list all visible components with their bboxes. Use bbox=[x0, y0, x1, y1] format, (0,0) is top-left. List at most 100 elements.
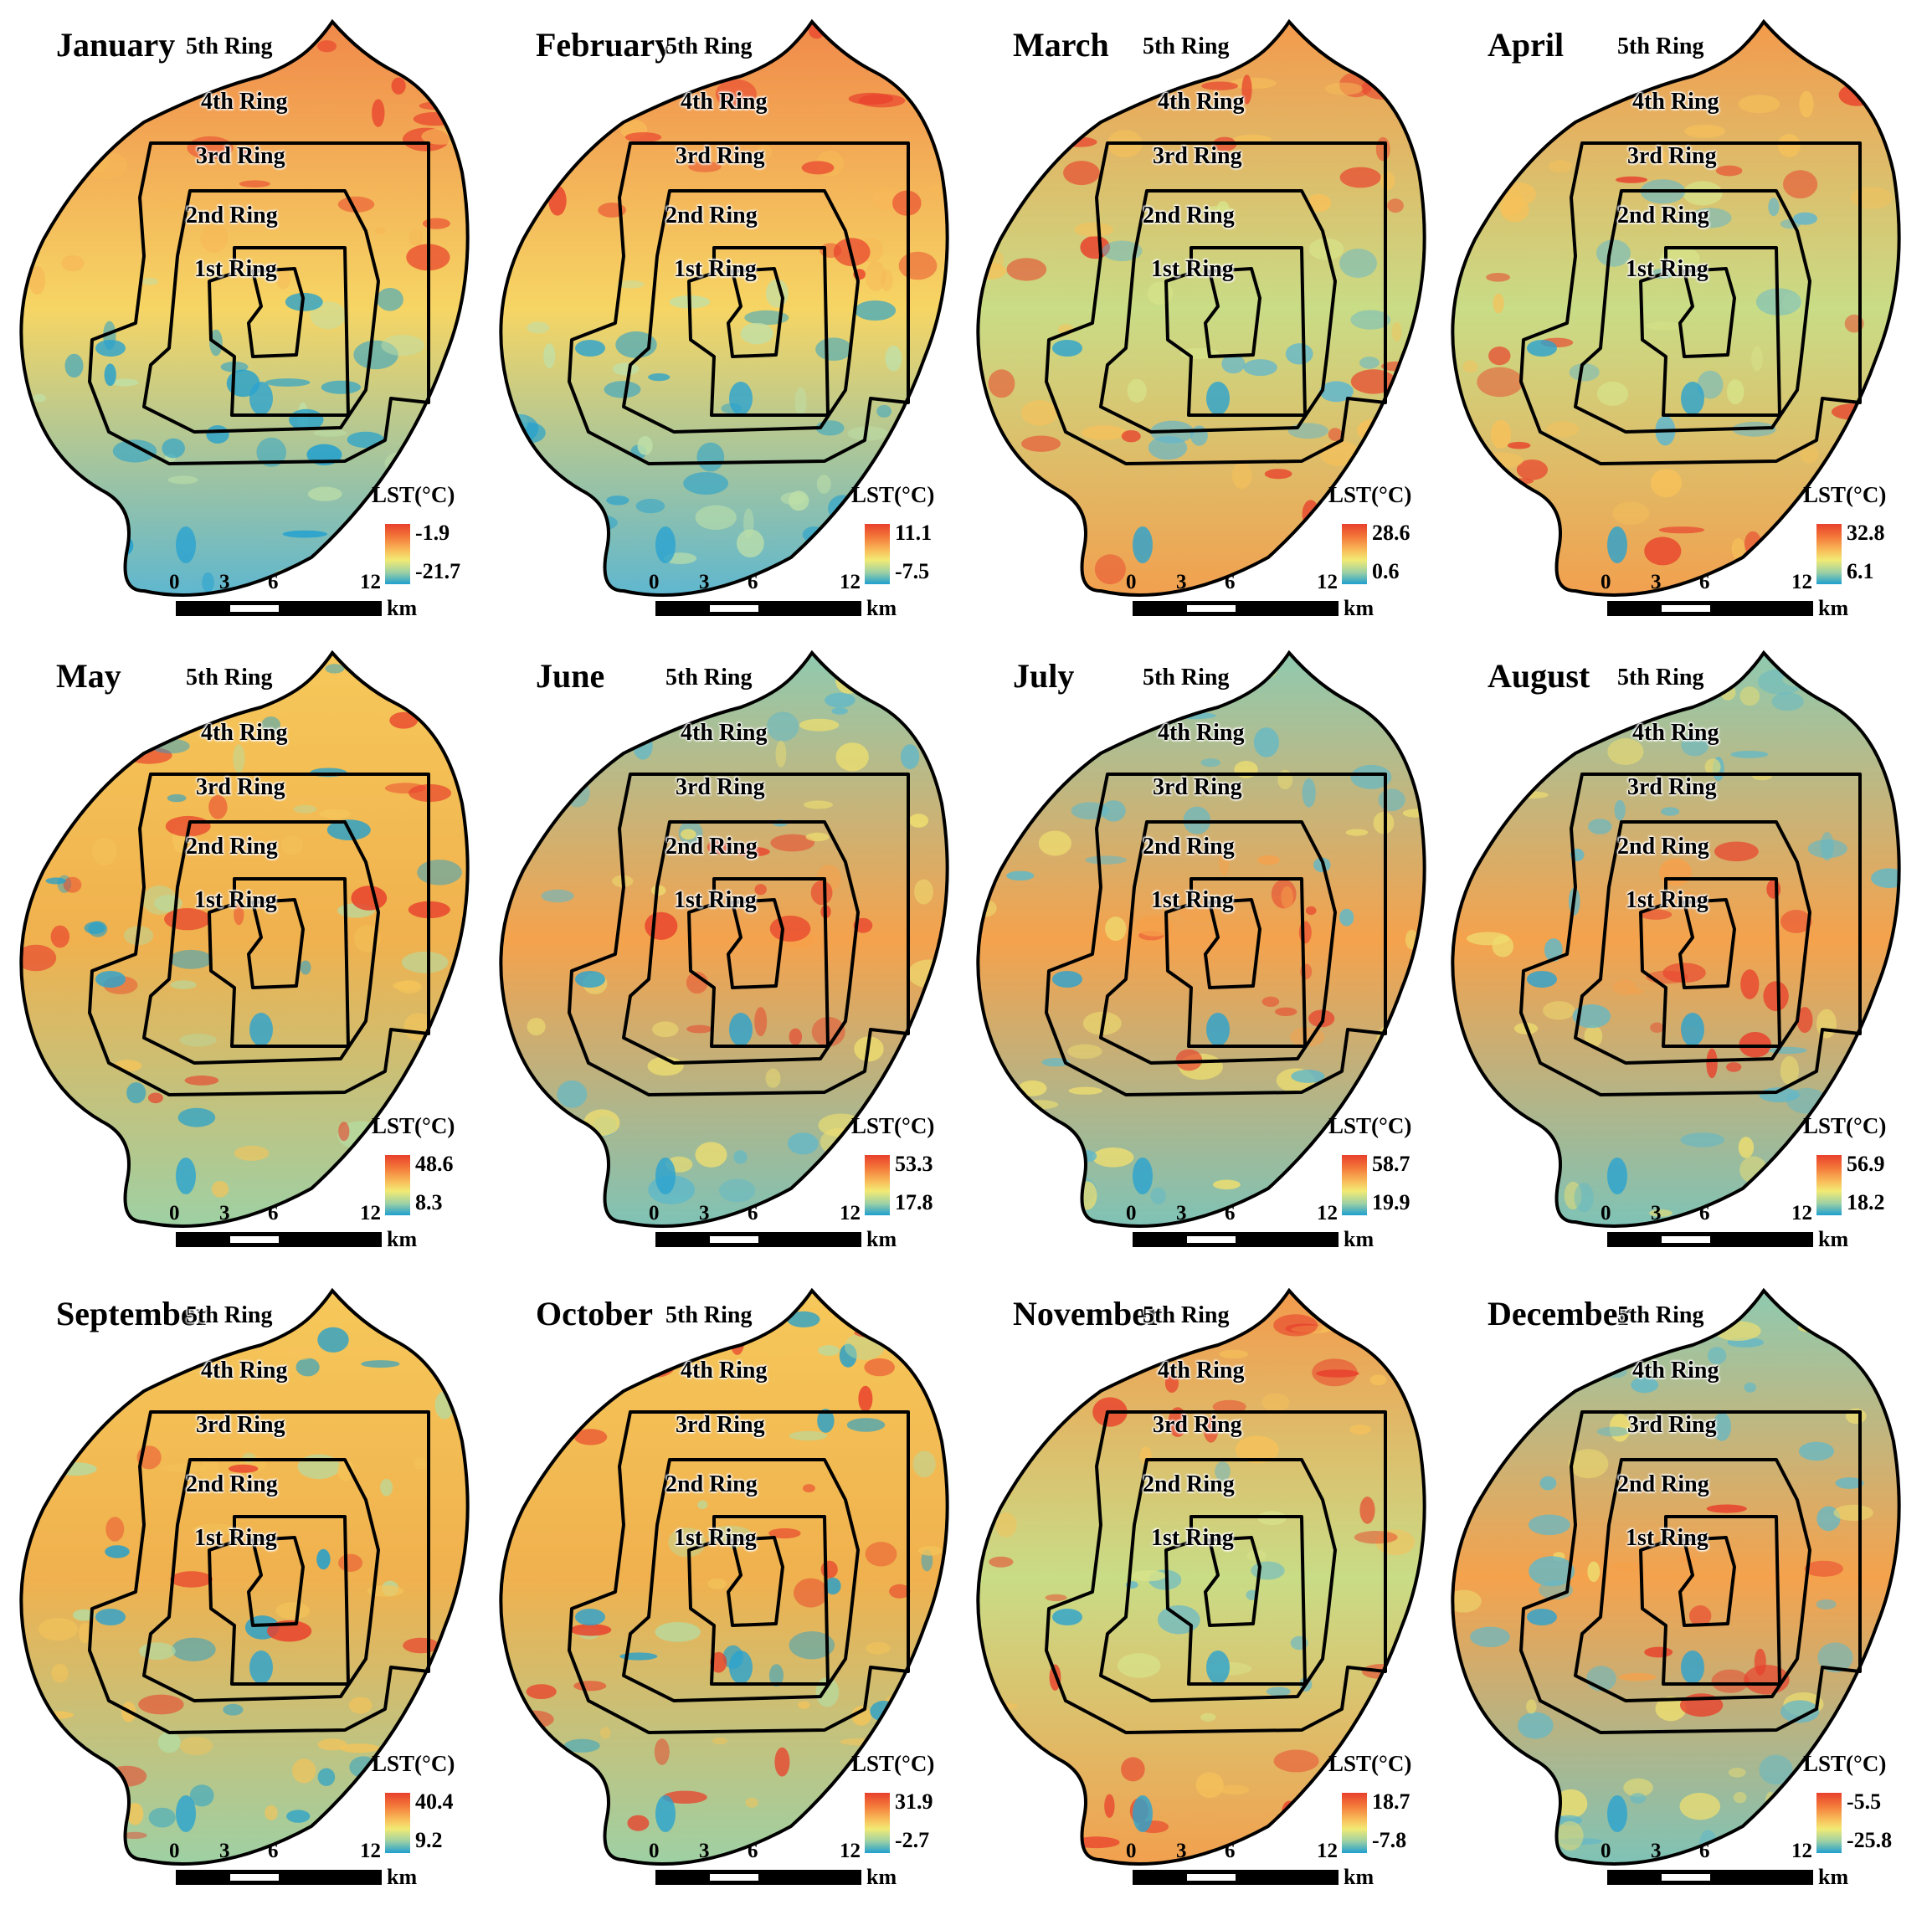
legend-color-ramp bbox=[385, 524, 410, 584]
scale-tick-label: 6 bbox=[1699, 1840, 1710, 1862]
scale-tick-label: 0 bbox=[1126, 1202, 1137, 1224]
scale-bar-segment bbox=[1187, 605, 1236, 612]
ring-label-3: 3rd Ring bbox=[1627, 1412, 1717, 1438]
legend-max-value: 11.1 bbox=[895, 521, 933, 545]
map-panel-may: May 5th Ring 4th Ring 3rd Ring 2nd Ring 1st R… bbox=[10, 636, 486, 1262]
ring-road-5-boundary bbox=[976, 649, 1426, 1228]
lst-fill bbox=[1452, 1291, 1899, 1864]
scale-tick-label: 0 bbox=[169, 571, 180, 593]
ring-road-1 bbox=[247, 267, 305, 358]
ring-label-5: 5th Ring bbox=[665, 1302, 753, 1328]
legend-max-value: 18.7 bbox=[1372, 1789, 1410, 1814]
scale-bar bbox=[1133, 1232, 1339, 1247]
ring-label-4: 4th Ring bbox=[681, 720, 768, 746]
legend-min-value: -25.8 bbox=[1847, 1828, 1893, 1852]
ring-label-1: 1st Ring bbox=[674, 256, 757, 282]
ring-label-2: 2nd Ring bbox=[1143, 1471, 1235, 1497]
ring-road-1 bbox=[1678, 898, 1736, 989]
legend-min-value: -2.7 bbox=[895, 1828, 930, 1852]
ring-road-5-boundary bbox=[499, 1287, 949, 1866]
lst-raster-map bbox=[976, 18, 1426, 597]
ring-label-2: 2nd Ring bbox=[1617, 834, 1709, 860]
lst-fill bbox=[978, 1291, 1425, 1864]
month-title: November bbox=[1013, 1295, 1162, 1332]
ring-road-3 bbox=[622, 189, 860, 434]
ring-label-4: 4th Ring bbox=[1158, 720, 1245, 746]
ring-road-2 bbox=[687, 1515, 830, 1686]
ring-label-5: 5th Ring bbox=[1617, 33, 1704, 59]
ring-road-4 bbox=[568, 141, 910, 465]
ring-road-1 bbox=[1204, 898, 1261, 989]
ring-road-1 bbox=[247, 1536, 305, 1627]
scale-bar bbox=[176, 601, 382, 616]
scale-tick-label: 12 bbox=[1317, 571, 1338, 593]
ring-road-5-boundary bbox=[1451, 649, 1901, 1228]
ring-road-3 bbox=[1099, 1458, 1337, 1702]
scale-bar-segment bbox=[1662, 605, 1710, 612]
lst-fill bbox=[501, 653, 948, 1226]
scale-bar-segment bbox=[710, 1874, 758, 1881]
lst-raster-map bbox=[976, 649, 1426, 1228]
ring-label-2: 2nd Ring bbox=[665, 203, 758, 228]
legend-max-value: 58.7 bbox=[1372, 1152, 1410, 1176]
scale-tick-label: 12 bbox=[360, 1840, 381, 1862]
ring-label-4: 4th Ring bbox=[1158, 1358, 1245, 1384]
ring-label-2: 2nd Ring bbox=[186, 203, 278, 228]
ring-road-2 bbox=[208, 246, 350, 417]
scale-bar-segment bbox=[710, 1236, 758, 1243]
ring-road-4 bbox=[568, 1410, 910, 1734]
legend-color-ramp bbox=[1816, 1155, 1842, 1215]
scale-tick-label: 0 bbox=[649, 571, 660, 593]
legend-max-value: 48.6 bbox=[415, 1152, 454, 1176]
ring-road-1 bbox=[1204, 1536, 1261, 1627]
scale-tick-label: 12 bbox=[840, 1202, 861, 1224]
ring-label-2: 2nd Ring bbox=[186, 1471, 278, 1497]
scale-tick-label: 0 bbox=[1126, 571, 1137, 593]
ring-road-2 bbox=[1639, 246, 1781, 417]
month-title: August bbox=[1488, 657, 1590, 695]
scale-bar-segment bbox=[1187, 1236, 1236, 1243]
ring-label-2: 2nd Ring bbox=[665, 834, 758, 860]
ring-road-3 bbox=[622, 820, 860, 1065]
scale-bar-segment bbox=[230, 1874, 279, 1881]
month-title: September bbox=[56, 1295, 211, 1332]
legend-title: LST(°C) bbox=[1328, 482, 1412, 507]
scale-tick-label: 6 bbox=[748, 1202, 758, 1224]
ring-road-1 bbox=[1678, 267, 1736, 358]
scale-tick-label: 3 bbox=[219, 1202, 230, 1224]
ring-road-4 bbox=[1045, 1410, 1387, 1734]
month-title: May bbox=[56, 657, 121, 695]
lst-raster-map bbox=[1451, 1287, 1901, 1866]
ring-road-1 bbox=[1678, 1536, 1736, 1627]
scale-unit: km bbox=[866, 596, 897, 620]
ring-road-4 bbox=[1519, 141, 1862, 465]
ring-road-5-boundary bbox=[19, 18, 470, 597]
scale-bar-segment bbox=[1662, 1236, 1710, 1243]
ring-road-4 bbox=[1045, 773, 1387, 1096]
scale-tick-label: 12 bbox=[1317, 1202, 1338, 1224]
scale-tick-label: 6 bbox=[748, 1840, 758, 1862]
scale-bar-segment bbox=[1187, 1874, 1236, 1881]
ring-label-1: 1st Ring bbox=[674, 887, 757, 913]
scale-tick-label: 3 bbox=[1651, 1202, 1662, 1224]
ring-label-4: 4th Ring bbox=[201, 720, 288, 746]
scale-tick-label: 3 bbox=[1651, 1840, 1662, 1862]
map-panel-july: July 5th Ring 4th Ring 3rd Ring 2nd Ring 1st … bbox=[967, 636, 1442, 1262]
ring-road-5-boundary bbox=[19, 1287, 470, 1866]
month-title: October bbox=[536, 1295, 653, 1332]
map-panel-october: October 5th Ring 4th Ring 3rd Ring 2nd Ring 1… bbox=[490, 1274, 965, 1900]
legend-title: LST(°C) bbox=[1328, 1113, 1412, 1138]
map-panel-march: March 5th Ring 4th Ring 3rd Ring 2nd Ring 1st… bbox=[967, 5, 1442, 631]
ring-road-1 bbox=[247, 898, 305, 989]
scale-bar-segment bbox=[230, 1236, 279, 1243]
ring-road-2 bbox=[1164, 246, 1307, 417]
ring-road-4 bbox=[88, 773, 430, 1096]
ring-label-1: 1st Ring bbox=[194, 887, 277, 913]
legend-title: LST(°C) bbox=[1803, 1751, 1887, 1776]
legend-color-ramp bbox=[1816, 524, 1842, 584]
scale-tick-label: 6 bbox=[748, 571, 758, 593]
scale-tick-label: 12 bbox=[360, 1202, 381, 1224]
ring-road-3 bbox=[1574, 189, 1811, 434]
ring-label-5: 5th Ring bbox=[186, 1302, 273, 1328]
